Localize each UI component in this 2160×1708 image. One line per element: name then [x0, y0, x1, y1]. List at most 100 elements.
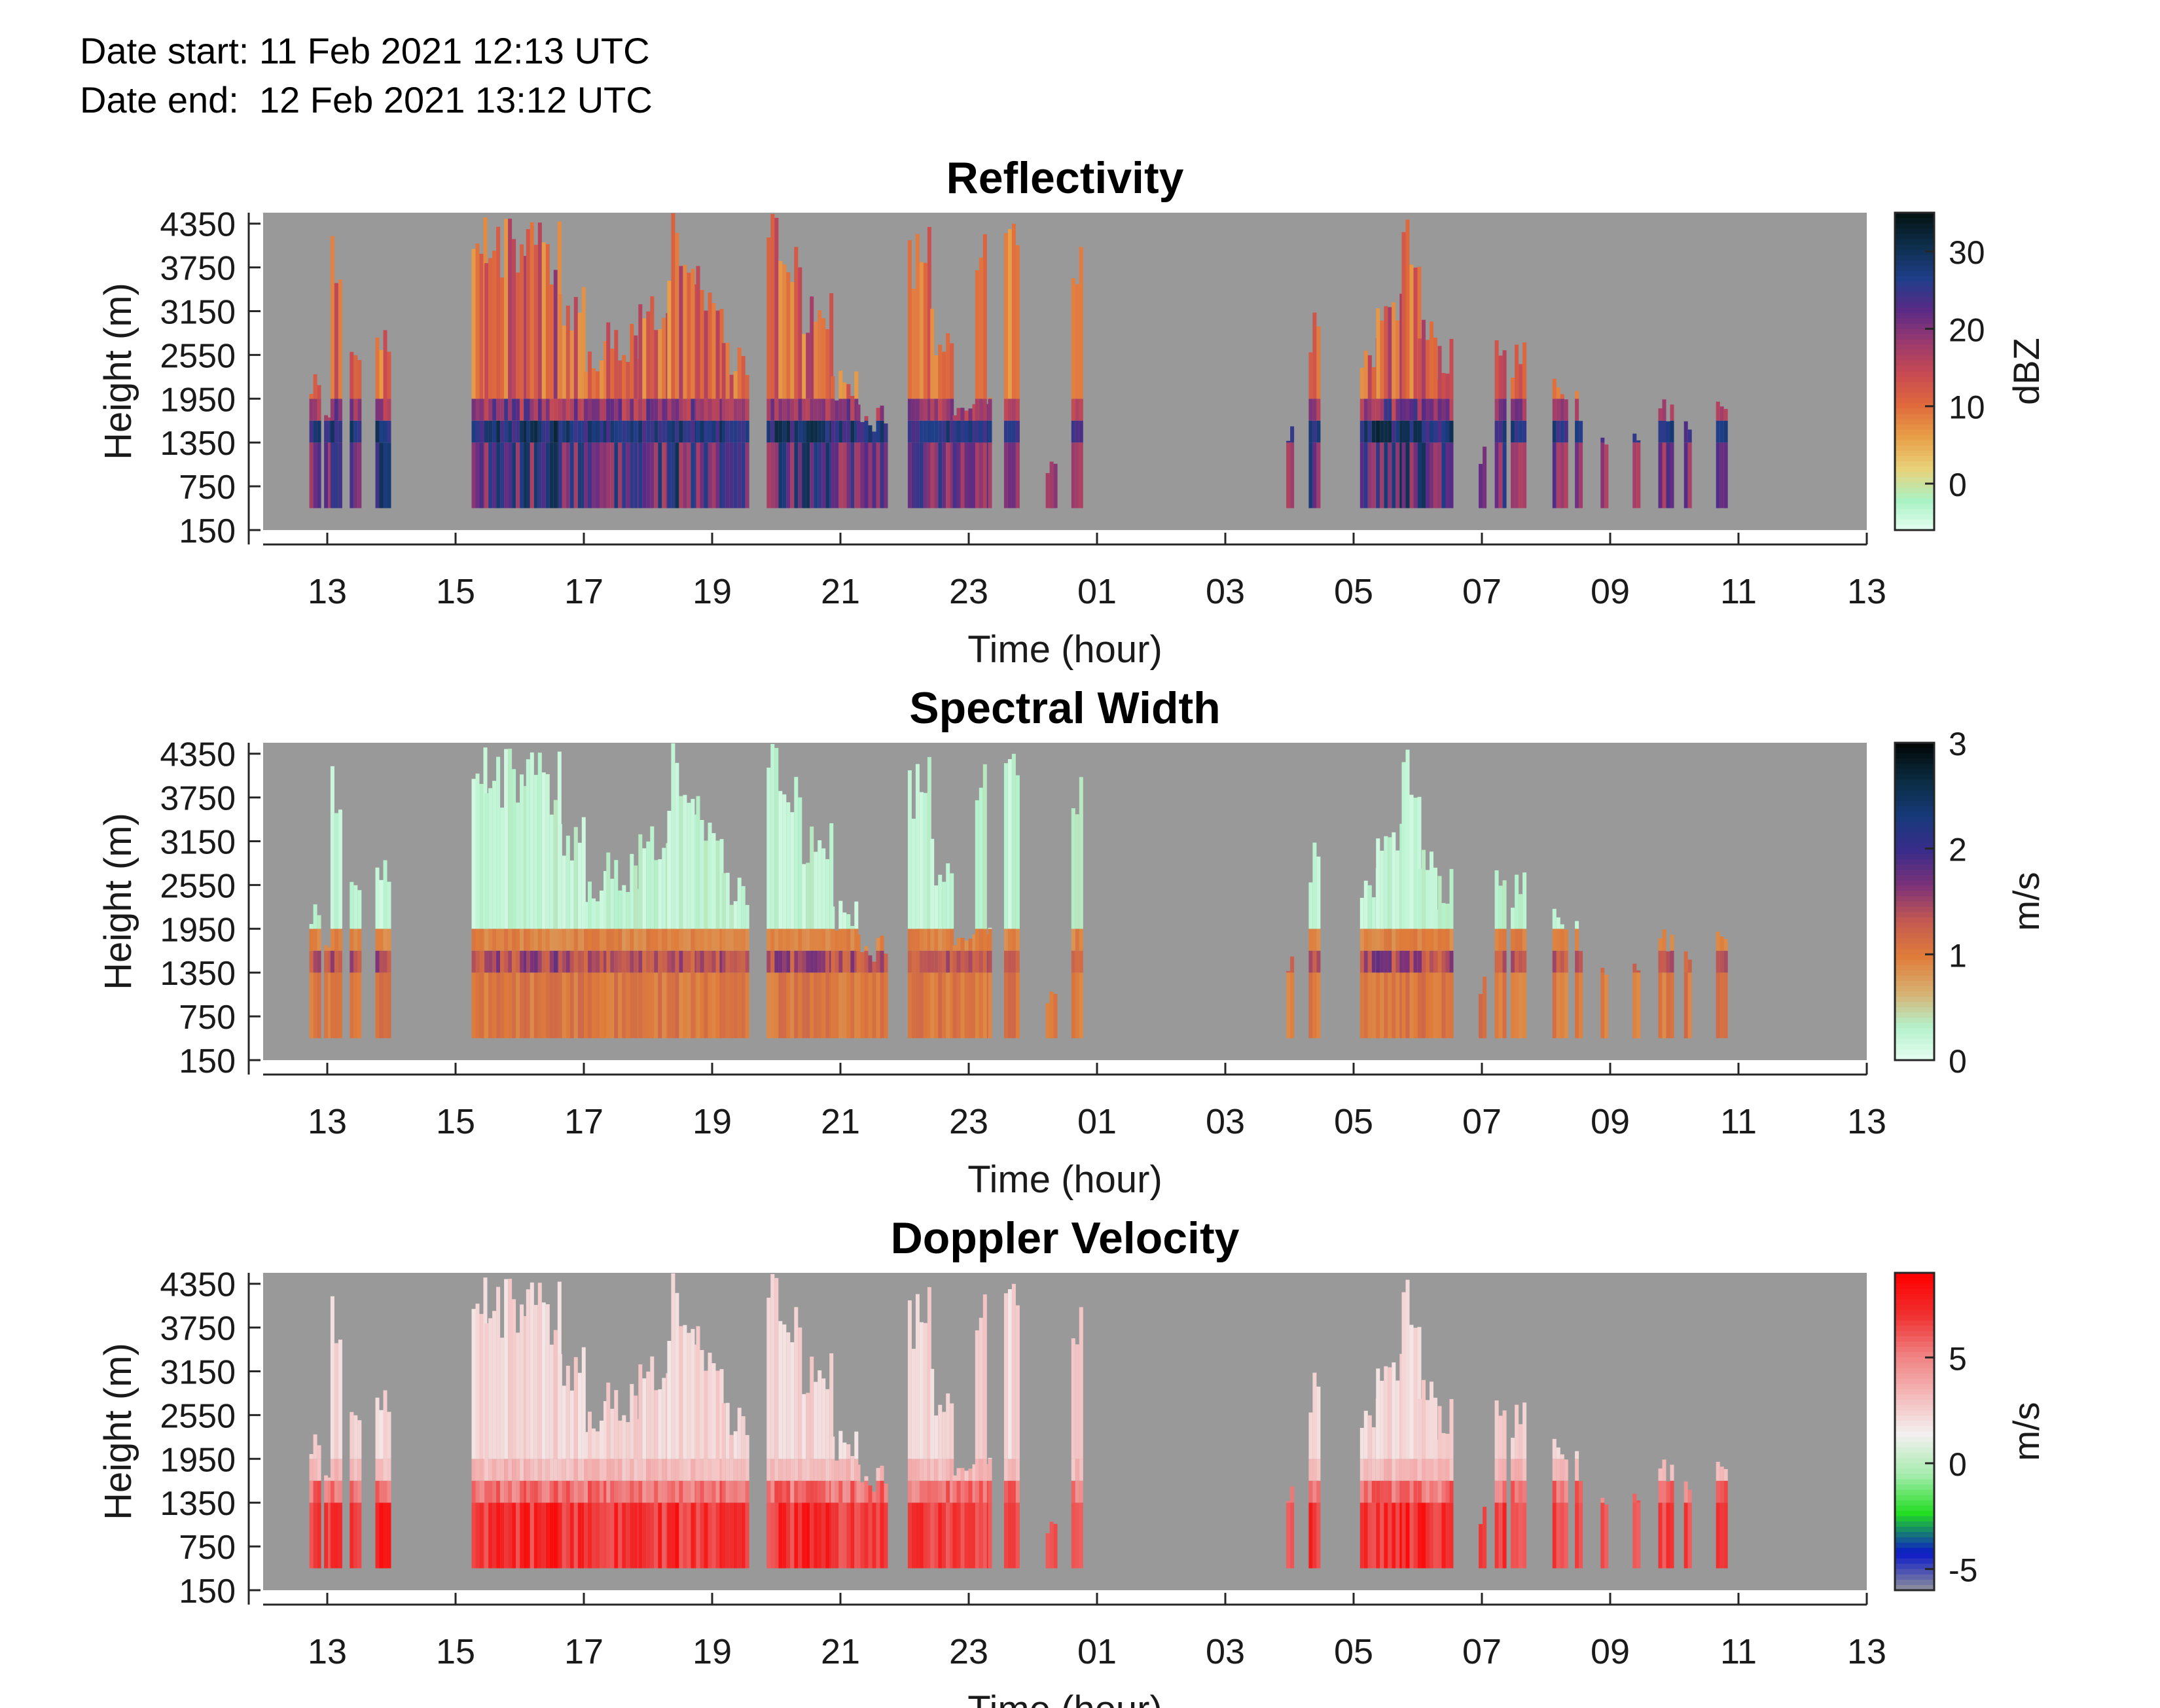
echo-cell	[774, 747, 779, 929]
spectral-width-colorbar-label: m/s	[2006, 872, 2047, 931]
echo-cell	[646, 1503, 651, 1569]
echo-cell	[831, 376, 835, 399]
echo-cell	[934, 1415, 939, 1459]
echo-cell	[375, 929, 380, 951]
date-start-label: Date start: 11 Feb 2021 12:13 UTC	[80, 30, 650, 71]
echo-cell	[1437, 1406, 1442, 1459]
echo-cell	[786, 929, 791, 951]
reflectivity-axes: 13 15 17 19 21 23 01 03 05 07 09 11 1343503750315025…	[97, 206, 1886, 671]
echo-cell	[618, 890, 622, 929]
echo-cell	[1286, 1501, 1291, 1503]
echo-cell	[530, 1480, 534, 1503]
echo-cell	[1564, 1503, 1568, 1569]
echo-cell	[330, 1296, 334, 1459]
echo-cell	[654, 1390, 658, 1459]
echo-cell	[825, 972, 830, 1039]
echo-cell	[581, 929, 586, 951]
echo-cell	[868, 1485, 873, 1503]
echo-cell	[1560, 972, 1564, 1039]
echo-cell	[618, 1459, 622, 1481]
colorbar-swatch	[1895, 455, 1934, 462]
echo-cell	[850, 950, 855, 973]
echo-cell	[864, 946, 869, 951]
echo-cell	[810, 929, 814, 951]
echo-cell	[798, 1327, 802, 1459]
x-tick-label: 23	[949, 572, 988, 611]
echo-cell	[1371, 1480, 1376, 1503]
colorbar-tick-label: 5	[1949, 1340, 1967, 1377]
echo-cell	[1719, 442, 1724, 508]
echo-cell	[1405, 972, 1410, 1039]
echo-cell	[782, 1324, 787, 1459]
colorbar-tick-label: 0	[1949, 1043, 1967, 1080]
echo-cell	[1388, 399, 1392, 421]
echo-cell	[667, 1459, 672, 1481]
echo-cell	[1395, 1459, 1400, 1481]
echo-cell	[484, 950, 489, 973]
echo-cell	[691, 1459, 695, 1481]
echo-cell	[1409, 929, 1414, 951]
echo-cell	[638, 950, 643, 973]
echo-cell	[533, 775, 538, 929]
echo-cell	[504, 972, 509, 1039]
echo-cell	[1405, 1503, 1410, 1569]
echo-cell	[606, 1503, 611, 1569]
echo-cell	[1079, 399, 1083, 421]
echo-cell	[1449, 420, 1454, 443]
echo-cell	[484, 1459, 489, 1481]
echo-cell	[1011, 223, 1016, 399]
echo-cell	[1430, 420, 1433, 443]
echo-cell	[1604, 974, 1609, 1039]
echo-cell	[711, 1459, 716, 1481]
echo-cell	[1515, 344, 1519, 399]
echo-cell	[1312, 1372, 1317, 1459]
echo-cell	[512, 929, 516, 951]
echo-cell	[1522, 929, 1527, 951]
echo-cell	[729, 972, 734, 1039]
echo-cell	[919, 1459, 924, 1481]
echo-cell	[1670, 1465, 1674, 1481]
echo-cell	[545, 929, 550, 951]
echo-cell	[1367, 1480, 1372, 1503]
echo-cell	[512, 1480, 516, 1503]
echo-cell	[907, 950, 912, 973]
echo-cell	[1479, 993, 1483, 1039]
echo-cell	[588, 950, 592, 973]
echo-cell	[584, 1503, 588, 1569]
echo-cell	[988, 1480, 992, 1503]
echo-cell	[964, 1480, 969, 1503]
x-tick-label: 19	[693, 572, 732, 611]
echo-cell	[383, 972, 387, 1039]
colorbar-swatch	[1895, 318, 1934, 325]
echo-cell	[814, 1503, 818, 1569]
echo-cell	[982, 420, 987, 443]
echo-cell	[1384, 950, 1388, 973]
echo-cell	[671, 743, 675, 929]
echo-cell	[592, 929, 596, 951]
colorbar-swatch	[1895, 308, 1934, 314]
echo-cell	[1498, 399, 1503, 421]
echo-cell	[923, 262, 927, 399]
echo-cell	[825, 859, 830, 929]
echo-cell	[1401, 1480, 1406, 1503]
x-tick-label: 17	[564, 1632, 603, 1671]
echo-cell	[516, 802, 520, 929]
echo-cell	[1433, 867, 1437, 929]
colorbar-swatch	[1895, 424, 1934, 431]
echo-cell	[504, 442, 509, 508]
echo-cell	[603, 399, 607, 421]
echo-cell	[662, 317, 666, 399]
echo-cell	[1392, 950, 1396, 973]
echo-cell	[588, 929, 592, 951]
echo-cell	[794, 777, 799, 929]
echo-cell	[975, 972, 979, 1039]
spectral-width-echo-cells	[309, 743, 1728, 1039]
echo-cell	[856, 420, 861, 443]
echo-cell	[309, 972, 314, 1039]
colorbar-swatch	[1895, 1574, 1934, 1580]
echo-cell	[960, 972, 965, 1039]
echo-cell	[618, 442, 622, 508]
colorbar-swatch	[1895, 933, 1934, 940]
echo-cell	[972, 442, 977, 508]
echo-cell	[630, 853, 634, 929]
